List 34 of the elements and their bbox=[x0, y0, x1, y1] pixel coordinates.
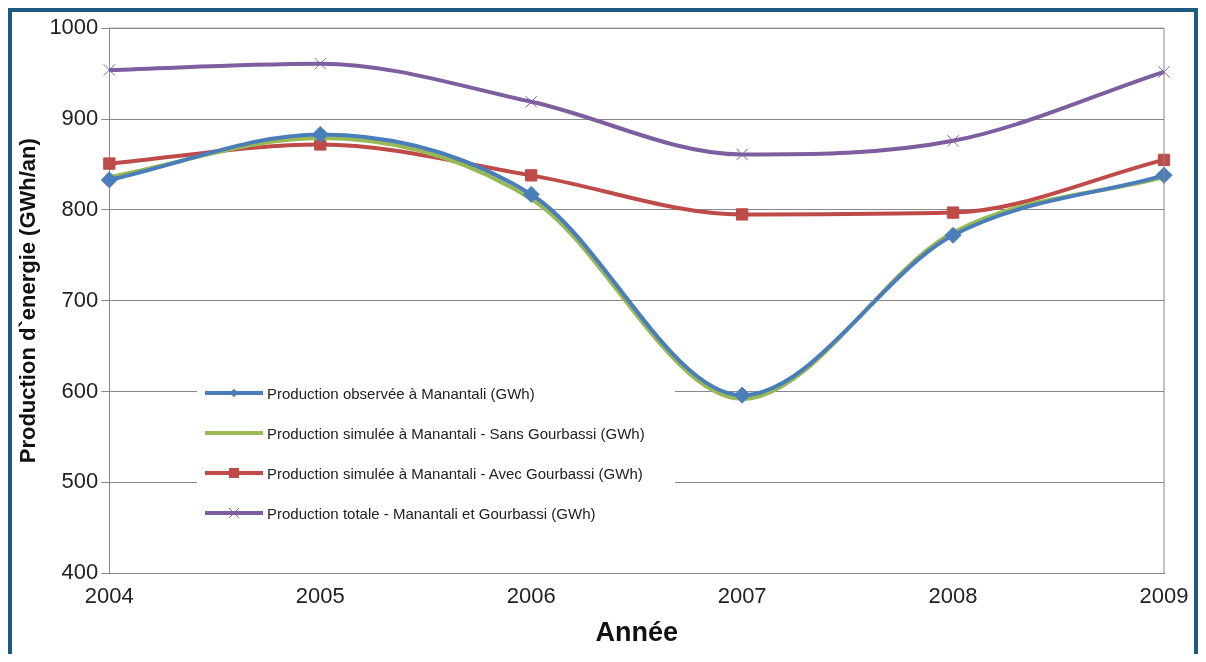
y-tick-label: 700 bbox=[61, 286, 99, 312]
point bbox=[735, 208, 749, 221]
x-tick-label: 2008 bbox=[928, 583, 978, 609]
y-tick-label: 400 bbox=[61, 559, 99, 585]
y-tick-label: 600 bbox=[61, 377, 99, 403]
point bbox=[735, 148, 749, 161]
y-tick-label: 900 bbox=[61, 105, 99, 131]
x-tick-label: 2007 bbox=[717, 583, 767, 609]
legend-label: Production observée à Manantali (GWh) bbox=[267, 384, 535, 402]
point bbox=[733, 386, 751, 404]
y-axis-title: Production d`energie (GWh/an) bbox=[15, 138, 41, 464]
y-tick-label: 500 bbox=[61, 468, 99, 494]
x-axis-title: Année bbox=[595, 617, 678, 648]
point bbox=[311, 125, 329, 143]
legend-label: Production totale - Manantali et Gourbassi (GWh) bbox=[267, 504, 596, 522]
point bbox=[525, 169, 538, 182]
point bbox=[946, 134, 960, 147]
x-tick-label: 2005 bbox=[295, 583, 345, 609]
x-tick-label: 2006 bbox=[506, 583, 556, 609]
x-tick-label: 2009 bbox=[1139, 583, 1189, 609]
point bbox=[946, 206, 960, 219]
point bbox=[100, 171, 118, 189]
point bbox=[944, 226, 962, 244]
point bbox=[522, 185, 540, 203]
legend-label: Production simulée à Manantali - Avec Gourbassi (GWh) bbox=[267, 464, 643, 482]
x-tick-label: 2004 bbox=[84, 583, 134, 609]
point bbox=[103, 63, 116, 77]
y-tick-label: 800 bbox=[61, 195, 99, 221]
y-tick-label: 1000 bbox=[49, 14, 99, 40]
point bbox=[1157, 65, 1171, 78]
point bbox=[103, 157, 116, 170]
point bbox=[525, 95, 538, 108]
legend-label: Production simulée à Manantali - Sans Gourbassi (GWh) bbox=[267, 424, 645, 442]
point bbox=[314, 57, 327, 70]
